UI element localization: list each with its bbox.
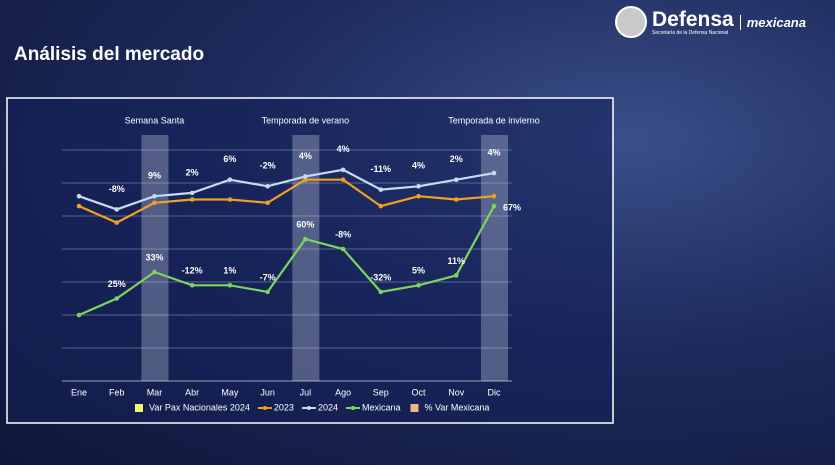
x-tick-label: Dic [488, 387, 501, 397]
point [152, 200, 157, 206]
legend-label: % Var Mexicana [425, 402, 490, 412]
annotation: Temporada de verano [262, 115, 350, 125]
data-label: 4% [337, 144, 350, 154]
legend-label: Var Pax Nacionales 2024 [149, 402, 250, 412]
annotation: Semana Santa [125, 115, 185, 125]
point [189, 283, 195, 288]
data-label: 33% [145, 252, 163, 262]
x-tick-label: Ene [71, 387, 87, 397]
legend-swatch [135, 404, 143, 412]
data-label: 1% [223, 266, 236, 276]
x-tick-label: Nov [448, 387, 465, 397]
emblem [615, 6, 647, 38]
point [76, 203, 82, 209]
point [340, 177, 346, 182]
point [491, 193, 497, 199]
logo-subtitle: Secretaría de la Defensa Nacional [652, 29, 729, 36]
data-label: 5% [412, 266, 425, 276]
data-label: 9% [148, 171, 161, 181]
series-line [78, 178, 495, 224]
point [265, 289, 270, 295]
data-label: 67% [503, 202, 521, 212]
point [114, 296, 120, 301]
point [340, 246, 346, 252]
legend-swatch [306, 406, 311, 410]
point [227, 283, 233, 288]
point [189, 190, 195, 196]
x-tick-label: Oct [412, 387, 427, 397]
point [453, 273, 459, 278]
x-tick-label: Feb [109, 387, 125, 397]
x-tick-label: Abr [185, 387, 199, 397]
legend-swatch [350, 406, 355, 410]
point [491, 203, 497, 209]
data-label: 6% [223, 154, 236, 164]
x-tick-label: Ago [335, 387, 351, 397]
legend-swatch [410, 404, 419, 412]
point [416, 184, 421, 189]
point [189, 197, 195, 202]
data-label: 4% [487, 147, 500, 157]
data-label: -11% [371, 164, 392, 174]
data-label: -8% [335, 229, 351, 239]
annotation: Temporada de invierno [448, 115, 540, 125]
logo: Defensa Secretaría de la Defensa Naciona… [615, 6, 806, 38]
point [416, 193, 421, 199]
point [303, 236, 308, 242]
data-label: -32% [370, 272, 391, 282]
data-label: 25% [108, 279, 126, 289]
data-label: 60% [296, 219, 314, 229]
point [453, 197, 459, 202]
data-label: 2% [450, 154, 463, 164]
point [227, 177, 233, 182]
data-label: 11% [448, 256, 466, 266]
series-line [78, 168, 495, 211]
data-label: -8% [109, 184, 125, 194]
x-tick-label: Jul [300, 387, 312, 397]
brand: mexicana [739, 14, 806, 30]
point [265, 184, 270, 189]
point [303, 174, 308, 179]
point [114, 220, 120, 225]
x-tick-label: Mar [147, 387, 163, 397]
x-tick-label: Sep [373, 387, 389, 397]
x-tick-label: Jun [260, 387, 275, 397]
point [340, 167, 346, 173]
legend-label: Mexicana [362, 402, 401, 412]
legend-label: 2024 [318, 402, 338, 412]
legend-swatch [262, 406, 267, 410]
point [491, 170, 497, 176]
point [76, 193, 82, 199]
data-label: -7% [260, 272, 276, 282]
data-label: 4% [299, 151, 312, 161]
point [416, 283, 421, 288]
highlight-band [292, 135, 320, 381]
data-label: -2% [260, 161, 276, 171]
highlight-band [141, 135, 169, 381]
point [378, 289, 384, 295]
slide-title: Análisis del mercado [14, 44, 205, 65]
logo-text: Defensa [652, 7, 734, 31]
point [76, 312, 82, 318]
logo-block: Defensa Secretaría de la Defensa Naciona… [652, 9, 734, 36]
point [227, 197, 233, 202]
point [303, 177, 308, 182]
point [114, 207, 120, 212]
data-label: 2% [186, 167, 199, 177]
point [152, 269, 157, 275]
data-label: -12% [182, 266, 203, 276]
highlight-band [481, 135, 508, 381]
data-label: 4% [412, 161, 425, 171]
point [378, 187, 384, 192]
legend-label: 2023 [274, 402, 294, 412]
series-line [78, 205, 495, 317]
point [152, 193, 157, 199]
point [453, 177, 459, 182]
point [378, 203, 384, 209]
point [265, 200, 270, 206]
chart-frame [6, 97, 614, 424]
x-tick-label: May [221, 387, 239, 397]
